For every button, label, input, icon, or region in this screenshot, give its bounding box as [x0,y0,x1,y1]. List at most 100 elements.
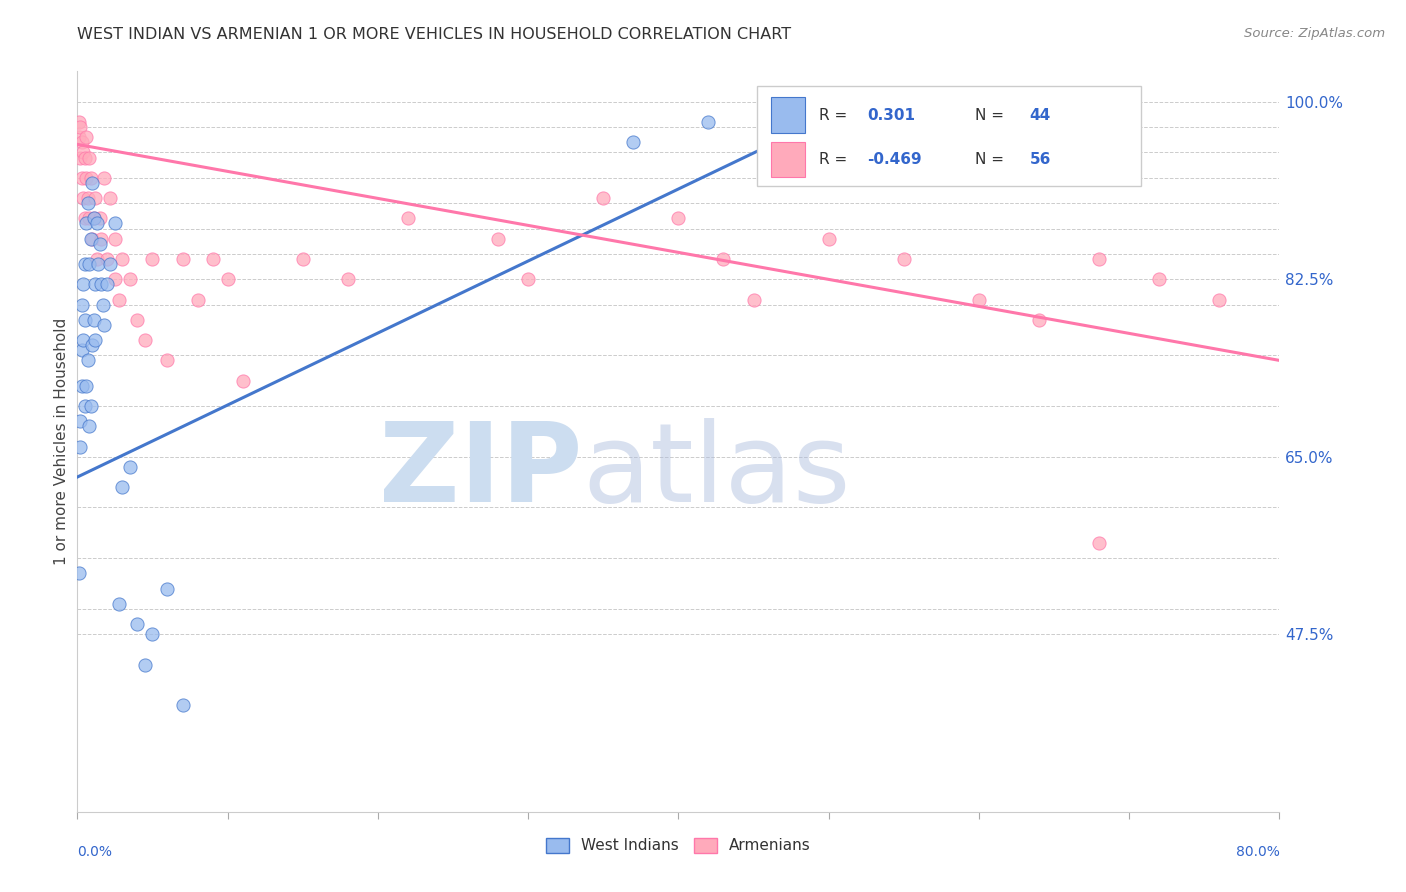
Point [70,136,93,150]
Text: ZIP: ZIP [378,417,582,524]
Point [100,257,122,271]
Point [1088,536,1111,550]
Point [668,211,690,226]
Point [127,617,149,632]
Point [232,374,254,388]
Point [96,277,118,292]
Point [84,333,107,347]
Point [87,257,110,271]
Point [111,480,134,494]
Point [713,252,735,266]
Point [83,211,105,226]
Legend: West Indians, Armenians: West Indians, Armenians [540,831,817,860]
Point [86,252,108,266]
Point [80,170,103,185]
Point [83,313,105,327]
Point [72,333,94,347]
Point [93,318,115,332]
Text: R =: R = [820,152,848,167]
Text: -0.469: -0.469 [868,152,922,167]
Point [141,627,163,641]
Point [75,130,97,145]
Point [79,151,101,165]
Point [108,293,131,307]
Point [73,151,96,165]
Point [70,170,93,185]
Point [82,338,104,352]
Point [108,597,131,611]
Point [67,115,90,129]
Point [172,698,194,713]
Point [517,272,540,286]
FancyBboxPatch shape [770,142,804,178]
Point [156,582,179,596]
Point [70,343,93,358]
Point [134,333,156,347]
Point [72,145,94,160]
Point [84,191,107,205]
Point [172,252,194,266]
Point [79,211,101,226]
Point [187,293,209,307]
Point [817,232,839,246]
FancyBboxPatch shape [756,87,1142,186]
Point [82,176,104,190]
Point [1149,272,1171,286]
Point [76,191,98,205]
Point [69,440,91,454]
Point [67,566,90,581]
Point [111,252,134,266]
Point [69,414,91,428]
Point [73,211,96,226]
Point [118,459,141,474]
Point [967,293,990,307]
Point [118,272,141,286]
Point [93,170,115,185]
Point [76,353,98,368]
Point [80,232,103,246]
Point [86,217,108,231]
Point [141,252,163,266]
Point [75,170,97,185]
Point [1088,252,1111,266]
Text: Source: ZipAtlas.com: Source: ZipAtlas.com [1244,27,1385,40]
Point [70,378,93,392]
Point [80,399,103,413]
Point [89,211,111,226]
Point [396,211,419,226]
Point [69,151,91,165]
Point [73,399,96,413]
FancyBboxPatch shape [770,97,804,133]
Point [104,217,127,231]
Text: atlas: atlas [582,417,851,524]
Point [100,191,122,205]
Point [73,257,96,271]
Point [67,130,90,145]
Point [72,277,94,292]
Text: R =: R = [820,108,848,122]
Point [104,272,127,286]
Point [70,298,93,312]
Text: N =: N = [976,108,1004,122]
Point [621,136,644,150]
Point [201,252,224,266]
Text: 80.0%: 80.0% [1236,845,1279,859]
Point [134,657,156,672]
Point [291,252,314,266]
Point [127,313,149,327]
Point [76,196,98,211]
Point [84,277,107,292]
Point [592,191,614,205]
Point [91,298,114,312]
Point [79,257,101,271]
Point [90,277,112,292]
Point [72,191,94,205]
Text: 0.0%: 0.0% [77,845,112,859]
Point [82,232,104,246]
Point [75,378,97,392]
Point [90,232,112,246]
Text: N =: N = [976,152,1004,167]
Point [217,272,239,286]
Text: 44: 44 [1029,108,1050,122]
Point [742,293,765,307]
